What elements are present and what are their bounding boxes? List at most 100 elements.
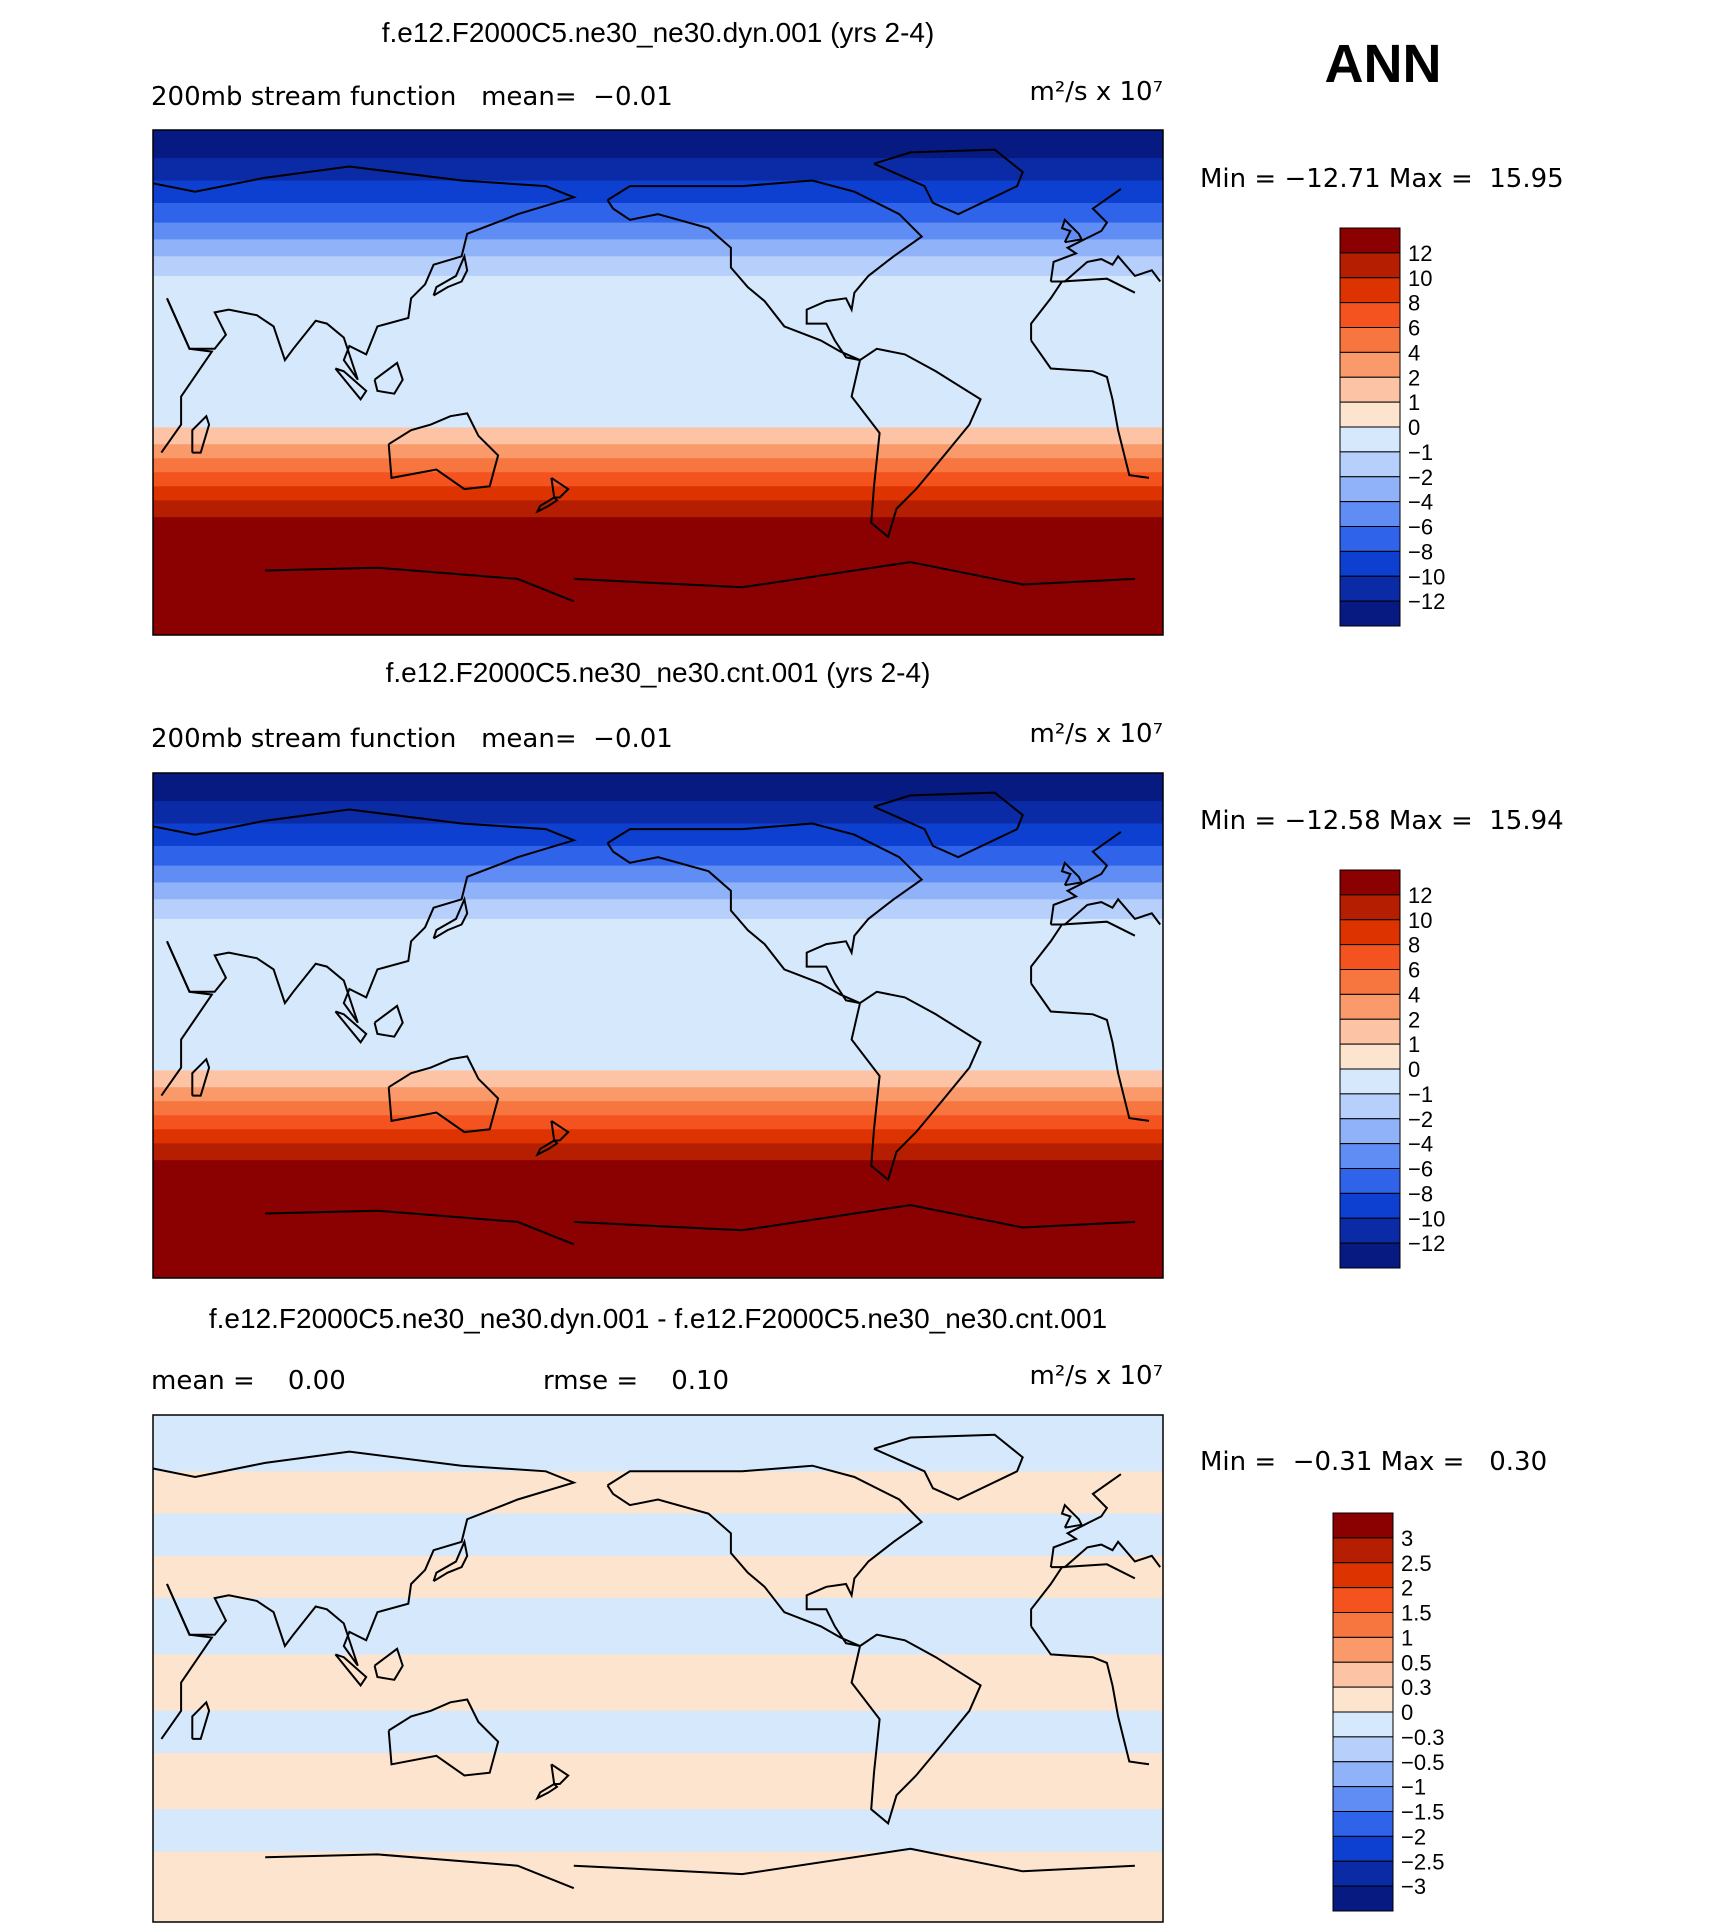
contour-band: [153, 963, 1163, 993]
contour-band: [153, 472, 1163, 488]
colorbar-swatch: [1339, 526, 1401, 552]
coastline: [550, 1763, 570, 1785]
coastline: [191, 1700, 211, 1740]
contour-band: [153, 444, 1163, 460]
colorbar-swatch: [1332, 1860, 1394, 1887]
contour-band: [153, 1070, 1163, 1089]
colorbar-tick-label: 0: [1401, 1700, 1413, 1725]
contour-band: [153, 899, 1163, 920]
contour-band: [153, 1654, 1163, 1712]
contour-band: [153, 320, 1163, 350]
coastline: [535, 1139, 559, 1157]
colorbar-tick-label: 0: [1408, 1057, 1420, 1082]
colorbar-swatch: [1339, 401, 1401, 428]
coastline: [334, 1010, 368, 1044]
colorbar-tick-label: −1: [1408, 440, 1433, 465]
contour-band: [153, 348, 1163, 378]
map: [152, 1414, 1164, 1923]
contour-band: [153, 180, 1163, 204]
colorbar-swatch: [1339, 1143, 1401, 1169]
colorbar-swatch: [1332, 1587, 1394, 1613]
coastline: [373, 1004, 404, 1038]
map-frame: [152, 772, 1164, 1279]
contour-band: [153, 1851, 1163, 1922]
contour-band: [153, 486, 1163, 502]
colorbar-swatch: [1339, 227, 1401, 254]
contour-band: [153, 918, 1163, 965]
coastline: [265, 561, 1135, 603]
map-frame: [152, 1414, 1164, 1923]
colorbar-swatch: [1339, 600, 1401, 627]
panel-title: f.e12.F2000C5.ne30_ne30.dyn.001 - f.e12.…: [209, 1303, 1107, 1334]
colorbar-swatch: [1332, 1537, 1394, 1564]
colorbar-swatch: [1339, 376, 1401, 403]
contour-band: [153, 500, 1163, 519]
coastline: [387, 1055, 500, 1134]
field-label: 200mb stream function mean= −0.01: [151, 82, 673, 112]
coastline: [334, 367, 368, 401]
colorbar-tick-label: 12: [1408, 883, 1432, 908]
colorbar-tick-label: −0.3: [1401, 1725, 1444, 1750]
colorbar-swatch: [1332, 1612, 1394, 1638]
contour-band: [153, 239, 1163, 258]
colorbar-swatch: [1332, 1512, 1394, 1539]
colorbar-swatch: [1339, 894, 1401, 921]
colorbar-tick-label: 1: [1401, 1625, 1413, 1650]
colorbar: 32.521.510.50.30−0.3−0.5−1−1.5−2−2.5−3: [1332, 1512, 1444, 1912]
colorbar-swatch: [1332, 1786, 1394, 1812]
units-label: m²/s x 10⁷: [1030, 1361, 1163, 1391]
colorbar-swatch: [1339, 252, 1401, 279]
coastline: [387, 412, 500, 491]
coastline: [873, 148, 1024, 216]
colorbar-tick-label: −6: [1408, 515, 1433, 540]
contour-band: [153, 130, 1163, 160]
colorbar-tick-label: −1: [1408, 1082, 1433, 1107]
coastline: [432, 1538, 469, 1583]
contour-band: [153, 222, 1163, 241]
contour-band: [153, 376, 1163, 406]
coastline: [606, 1464, 924, 1647]
contour-band: [153, 991, 1163, 1021]
colorbar-tick-label: 0.5: [1401, 1650, 1432, 1675]
colorbar-tick-label: −1.5: [1401, 1800, 1444, 1825]
colorbar-tick-label: 10: [1408, 266, 1432, 291]
colorbar-swatch: [1339, 993, 1401, 1020]
contour-band: [153, 1019, 1163, 1049]
colorbar-swatch: [1332, 1736, 1394, 1763]
colorbar-swatch: [1339, 1168, 1401, 1194]
colorbar-swatch: [1332, 1811, 1394, 1837]
contour-band: [153, 1143, 1163, 1162]
coastline: [850, 990, 982, 1182]
contour-band: [153, 865, 1163, 884]
colorbar-tick-label: 1.5: [1401, 1601, 1432, 1626]
coastline: [550, 477, 570, 499]
units-label: m²/s x 10⁷: [1030, 77, 1163, 107]
colorbar-swatch: [1339, 969, 1401, 995]
coastline: [873, 1433, 1024, 1501]
colorbar-tick-label: 1: [1408, 390, 1420, 415]
colorbar-tick-label: 2: [1408, 1007, 1420, 1032]
colorbar-tick-label: 8: [1408, 291, 1420, 316]
colorbar-tick-label: −10: [1408, 1206, 1445, 1231]
colorbar-tick-label: −1: [1401, 1775, 1426, 1800]
colorbar-swatch: [1332, 1711, 1394, 1738]
colorbar-swatch: [1339, 1118, 1401, 1145]
coastline: [153, 1450, 1162, 1667]
colorbar-tick-label: 3: [1401, 1526, 1413, 1551]
colorbar-swatch: [1339, 1192, 1401, 1219]
colorbar-tick-label: −12: [1408, 1231, 1445, 1256]
coastline: [1060, 1503, 1084, 1529]
colorbar-swatch: [1339, 476, 1401, 503]
colorbar-swatch: [1339, 451, 1401, 478]
colorbar-tick-label: 1: [1408, 1032, 1420, 1057]
panel-title: f.e12.F2000C5.ne30_ne30.cnt.001 (yrs 2-4…: [386, 657, 931, 688]
coastline: [873, 791, 1024, 859]
contour-band: [153, 1047, 1163, 1072]
coastline: [432, 895, 469, 940]
coastline: [535, 1783, 559, 1801]
colorbar-tick-label: 2: [1401, 1576, 1413, 1601]
map: [152, 129, 1164, 636]
colorbar-tick-label: 4: [1408, 982, 1420, 1007]
coastline: [432, 252, 469, 297]
